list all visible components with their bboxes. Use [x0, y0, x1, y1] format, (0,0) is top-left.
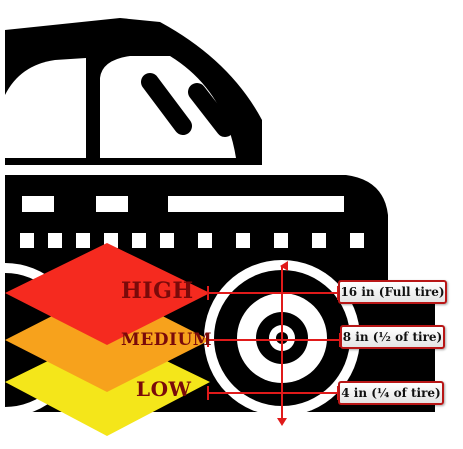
- measurement-lines: [207, 286, 341, 400]
- depth-box-high: 16 in (Full tire): [338, 280, 447, 304]
- level-high-diamond: [5, 243, 210, 345]
- level-label-high: HIGH: [121, 278, 194, 304]
- flood-levels: [5, 243, 210, 436]
- rear-window: [5, 58, 86, 158]
- level-label-low: LOW: [136, 377, 192, 401]
- body-stripes: [20, 196, 364, 248]
- level-label-medium: MEDIUM: [121, 330, 213, 350]
- depth-box-medium: 8 in (½ of tire): [340, 325, 445, 349]
- depth-box-low: 4 in (¼ of tire): [338, 381, 444, 405]
- window-glare: [141, 73, 234, 137]
